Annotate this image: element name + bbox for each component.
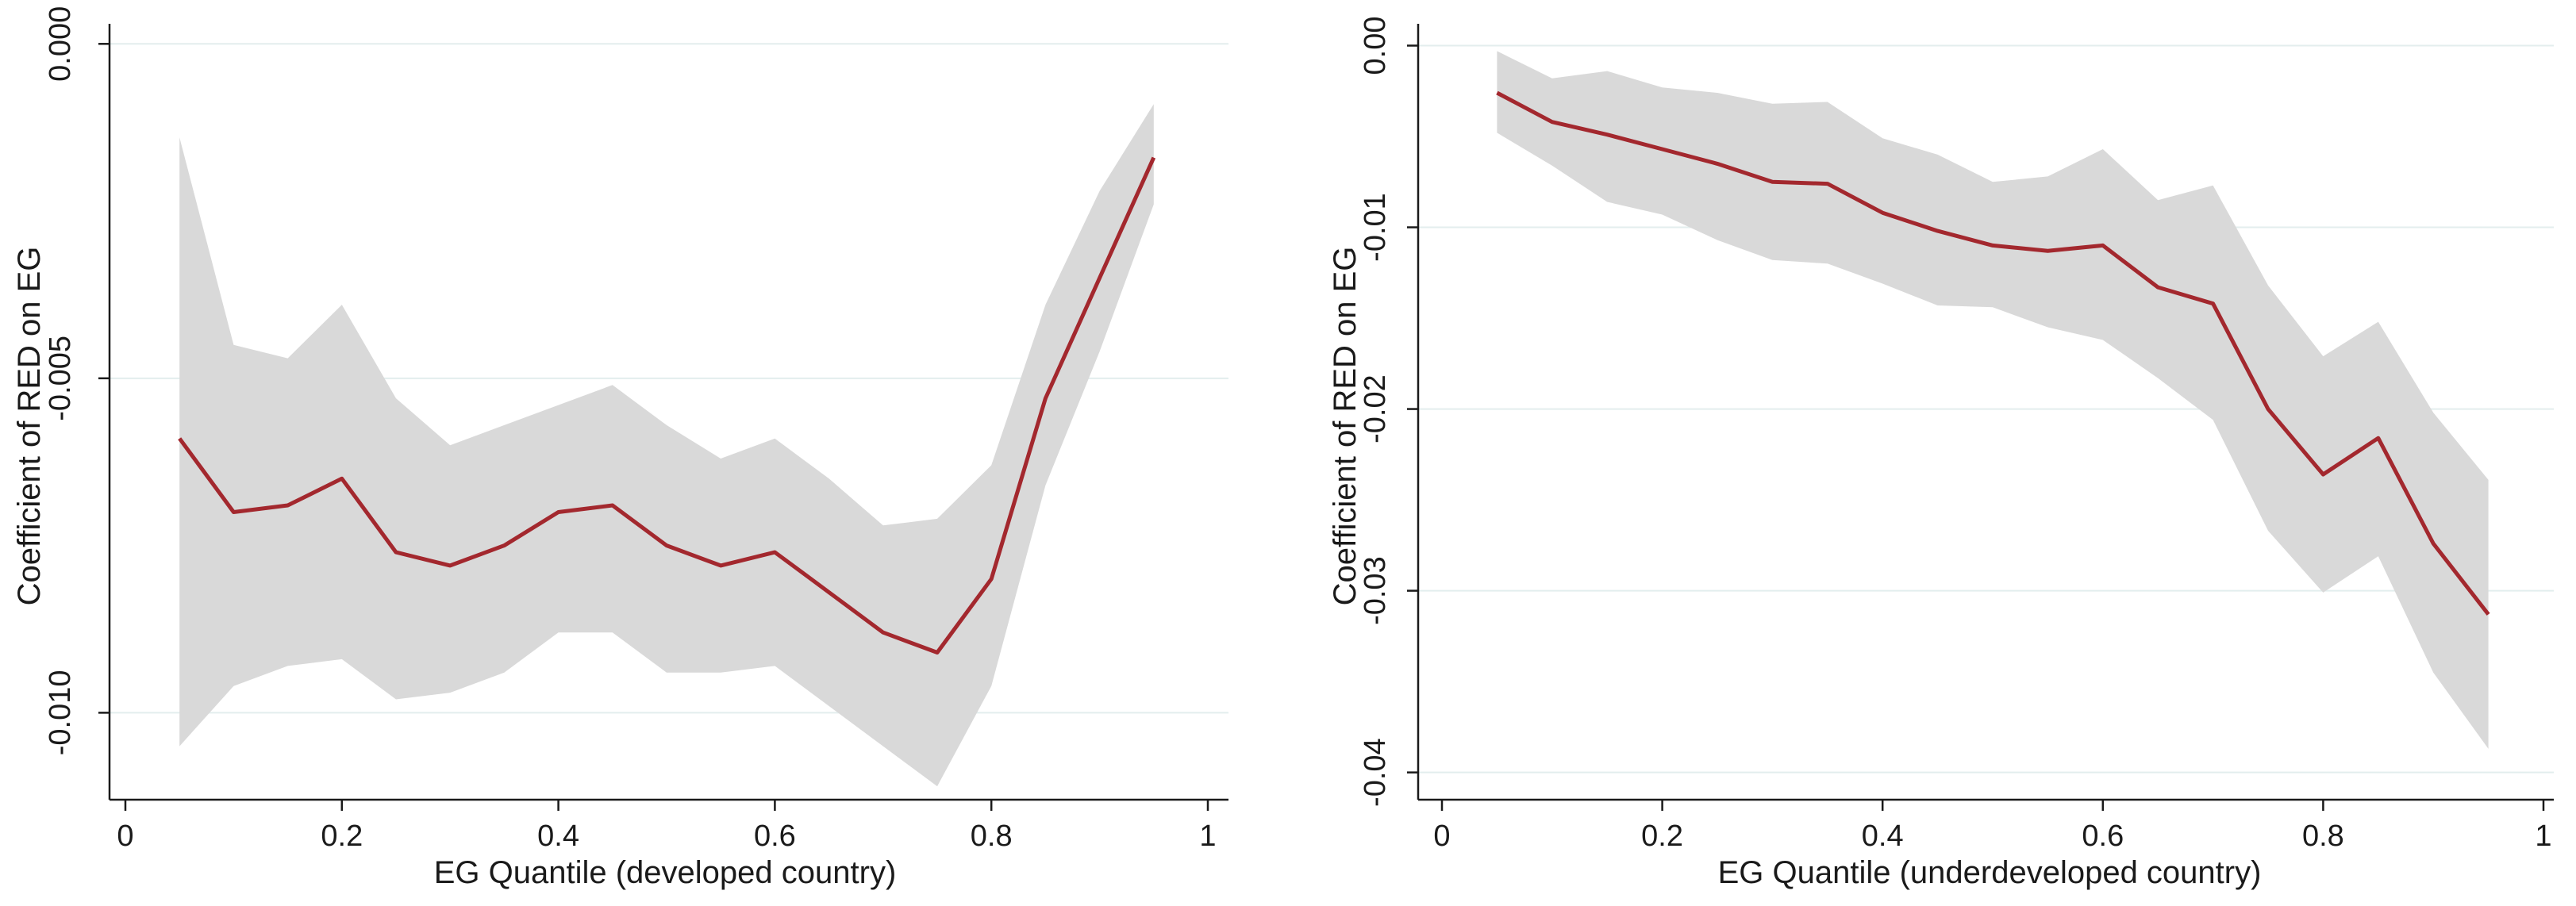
- axes: [98, 24, 1228, 811]
- x-axis-title: EG Quantile (developed country): [434, 855, 897, 890]
- x-tick-label-1: 0.2: [321, 820, 363, 853]
- chart-panel-developed: 0.000 -0.005 -0.010 0 0.2 0.4 0.6 0.8 1 EG Quant…: [12, 6, 1228, 890]
- y-tick-label-2: -0.02: [1359, 374, 1392, 443]
- axes: [1407, 24, 2554, 811]
- x-tick-label-4: 0.8: [971, 820, 1013, 853]
- x-tick-label-5: 1: [1199, 820, 1216, 853]
- y-tick-label-2: -0.010: [44, 670, 77, 756]
- x-tick-label-2: 0.4: [1862, 820, 1904, 853]
- x-tick-label-0: 0: [117, 820, 133, 853]
- tick-labels: 0.000 -0.005 -0.010 0 0.2 0.4 0.6 0.8 1: [44, 6, 1217, 853]
- x-tick-label-2: 0.4: [537, 820, 579, 853]
- coefficient-line: [178, 156, 1156, 655]
- y-tick-label-4: -0.04: [1359, 738, 1392, 807]
- tick-labels: 0.00 -0.01 -0.02 -0.03 -0.04 0 0.2 0.4 0.6 0.8 1: [1359, 17, 2552, 853]
- x-axis-title: EG Quantile (underdeveloped country): [1718, 855, 2262, 890]
- confidence-interval-band: [179, 104, 1154, 787]
- y-tick-label-0: 0.000: [44, 6, 77, 82]
- y-axis-title: Coefficient of RED on EG: [1328, 247, 1363, 606]
- x-tick-label-1: 0.2: [1641, 820, 1683, 853]
- y-tick-label-0: 0.00: [1359, 17, 1392, 75]
- x-tick-label-0: 0: [1433, 820, 1450, 853]
- x-tick-label-5: 1: [2535, 820, 2551, 853]
- y-tick-label-3: -0.03: [1359, 556, 1392, 625]
- x-tick-label-3: 0.6: [2082, 820, 2124, 853]
- confidence-interval-band: [1497, 51, 2489, 749]
- confidence-band: [179, 104, 1154, 787]
- y-axis-title: Coefficient of RED on EG: [12, 247, 47, 606]
- x-tick-label-4: 0.8: [2302, 820, 2344, 853]
- chart-panel-underdeveloped: 0.00 -0.01 -0.02 -0.03 -0.04 0 0.2 0.4 0.6 0.8 1 E…: [1328, 17, 2554, 890]
- y-tick-label-1: -0.005: [44, 336, 77, 421]
- coefficient-line: [1496, 90, 2490, 616]
- x-tick-label-3: 0.6: [754, 820, 796, 853]
- confidence-band: [1497, 51, 2489, 749]
- y-tick-label-1: -0.01: [1359, 193, 1392, 262]
